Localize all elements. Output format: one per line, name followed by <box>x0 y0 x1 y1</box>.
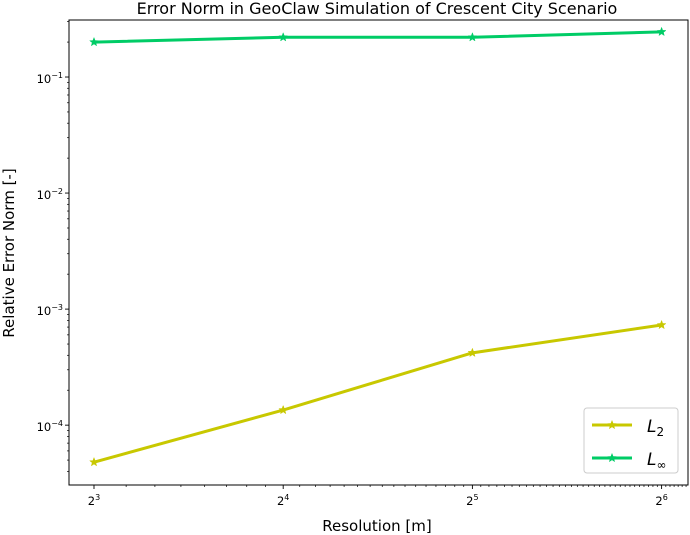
series-line-0 <box>93 323 662 464</box>
data-point <box>278 32 289 42</box>
series-line-1 <box>93 30 662 44</box>
x-axis-label: Resolution [m] <box>322 517 431 535</box>
y-tick-label: 10−1 <box>37 71 63 86</box>
legend-marker <box>607 452 617 463</box>
plot-frame <box>68 19 689 486</box>
legend-label: L2 <box>647 417 664 439</box>
data-point <box>656 26 667 37</box>
legend-marker <box>607 419 617 430</box>
x-tick-label: 25 <box>466 493 478 508</box>
y-tick-label: 10−3 <box>37 303 63 318</box>
data-point <box>89 36 99 47</box>
data-point <box>278 404 289 415</box>
data-point <box>656 319 667 330</box>
plot-area: 10−4 10−3 10−2 10−1 23 24 25 26 L2 L∞ <box>37 19 689 508</box>
legend-label: L∞ <box>647 450 666 472</box>
chart-title: Error Norm in GeoClaw Simulation of Cres… <box>137 0 618 18</box>
data-point <box>467 347 478 358</box>
x-tick-label: 23 <box>88 493 100 508</box>
data-point <box>89 456 99 467</box>
y-axis-label: Relative Error Norm [-] <box>0 168 18 337</box>
data-point <box>467 32 478 42</box>
y-tick-label: 10−2 <box>37 187 63 202</box>
y-tick-label: 10−4 <box>37 419 63 434</box>
x-tick-label: 26 <box>655 493 667 508</box>
x-tick-label: 24 <box>277 493 289 508</box>
